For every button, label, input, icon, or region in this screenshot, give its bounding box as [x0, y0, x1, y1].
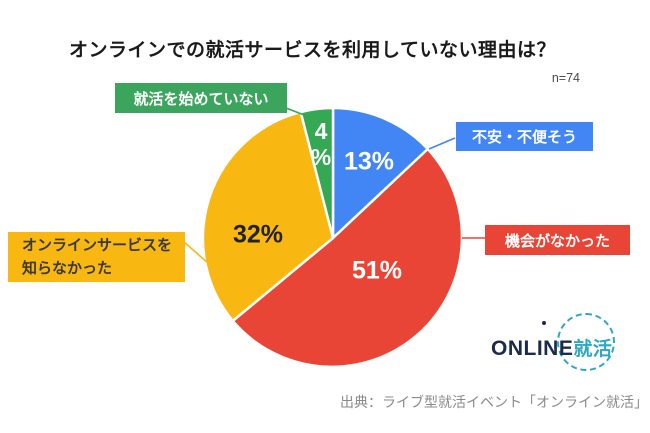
leader-line-blue	[428, 137, 456, 150]
callout-no-opportunity: 機会がなかった	[485, 225, 630, 255]
pie-slice-blue	[331, 106, 430, 240]
pct-label-red: 51%	[351, 256, 403, 285]
leader-line-yellow	[183, 241, 209, 264]
brand-logo: ONLINE就活	[491, 334, 612, 361]
logo-dot	[542, 321, 546, 325]
logo-dashed-circle	[557, 313, 615, 371]
callout-anxious-inconvenient: 不安・不便そう	[456, 122, 593, 151]
page-title: オンラインでの就活サービスを利用していない理由は？	[69, 40, 556, 61]
callout-did-not-know-line2: 知らなかった	[22, 260, 113, 277]
pie-slice-yellow	[201, 110, 335, 323]
sample-size-label: n=74	[551, 71, 580, 85]
logo-word-shukatsu: 就活	[573, 339, 613, 360]
logo-word-online: ONLINE	[491, 337, 574, 360]
pie-slice-green	[299, 106, 335, 240]
callout-not-started: 就活を始めていない	[115, 83, 287, 113]
leader-line-green	[285, 107, 318, 121]
pct-label-yellow: 32%	[232, 220, 284, 249]
pct-label-blue: 13%	[343, 147, 395, 176]
pct-label-green-sign: %	[310, 144, 332, 170]
pct-label-green-digit: 4	[314, 118, 328, 144]
pct-label-green: 4 %	[311, 118, 331, 170]
callout-did-not-know-line1: オンラインサービスを	[22, 237, 173, 254]
source-caption: 出典：ライブ型就活イベント「オンライン就活」	[340, 394, 648, 410]
callout-did-not-know: オンラインサービスを 知らなかった	[8, 232, 185, 282]
pie-slice-red	[231, 147, 464, 369]
